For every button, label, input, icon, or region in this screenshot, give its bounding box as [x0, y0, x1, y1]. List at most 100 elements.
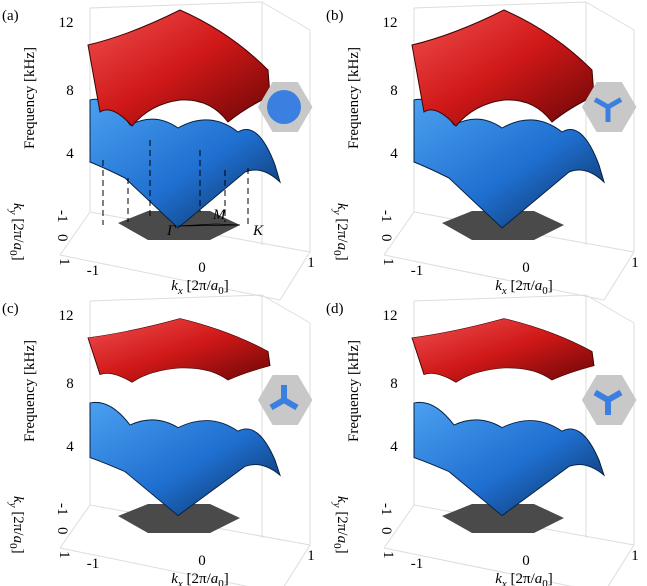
label-part: a	[334, 536, 350, 544]
label-part: ]	[334, 256, 350, 261]
label-part: a	[535, 571, 543, 586]
icon-arm	[606, 389, 623, 403]
y-tick-label: 1	[380, 551, 396, 559]
z-tick-label: 8	[66, 376, 74, 392]
y-tick-label: 0	[54, 527, 70, 535]
symmetry-point: M	[212, 207, 227, 223]
label-part: x	[501, 578, 507, 586]
label-part: [2π/	[10, 215, 26, 244]
label-part: x	[177, 578, 183, 586]
label-part: 0	[331, 543, 343, 549]
label-part: [2π/	[507, 278, 536, 294]
x-axis-label: kx [2π/a0]	[171, 278, 229, 297]
y-axis-label: ky [2π/a0]	[7, 203, 26, 261]
z-axis-label: Frequency [kHz]	[22, 47, 38, 149]
path-line	[177, 223, 241, 227]
label-part: 0	[7, 250, 19, 256]
box-line	[603, 251, 635, 301]
label-part: 0	[7, 543, 19, 549]
box-line	[413, 1, 587, 9]
box-line	[383, 254, 605, 301]
z-tick-label: 4	[66, 439, 74, 455]
label-part: y	[331, 502, 343, 508]
y-tick-label: 0	[378, 527, 394, 535]
upper-band	[87, 318, 271, 383]
x-tick-label: -1	[411, 263, 424, 279]
box-line	[585, 1, 635, 31]
box-line	[383, 211, 415, 256]
label-part: a	[535, 278, 543, 294]
z-tick-label: 12	[383, 15, 398, 31]
box-line	[283, 544, 311, 586]
x-tick-label: 0	[198, 553, 206, 569]
box-line	[413, 294, 587, 302]
label-part: k	[171, 571, 178, 586]
x-tick-label: 1	[307, 548, 315, 564]
symmetry-point: K	[252, 223, 264, 239]
label-part: 0	[218, 578, 224, 586]
label-part: y	[7, 209, 19, 215]
label-part: x	[177, 285, 183, 297]
upper-band	[87, 9, 271, 127]
label-part: ]	[548, 571, 553, 586]
x-axis-label: kx [2π/a0]	[171, 571, 229, 586]
panel-label: (a)	[2, 8, 19, 24]
label-part: k	[495, 278, 502, 294]
label-part: a	[211, 571, 219, 586]
z-tick-label: 12	[59, 15, 74, 31]
y-axis-label: ky [2π/a0]	[331, 496, 350, 554]
box-line	[89, 294, 263, 302]
z-tick-label: 4	[390, 439, 398, 455]
label-part: x	[501, 285, 507, 297]
box-line	[59, 254, 281, 301]
y-tick-label: -1	[54, 503, 70, 516]
label-part: k	[334, 496, 350, 503]
y-axis-label: ky [2π/a0]	[331, 203, 350, 261]
lower-band	[413, 401, 606, 517]
label-part: 0	[331, 250, 343, 256]
z-tick-label: 4	[66, 146, 74, 162]
box-line	[261, 294, 311, 324]
y-tick-label: 0	[54, 234, 70, 242]
label-part: ]	[334, 549, 350, 554]
x-axis-label: kx [2π/a0]	[495, 278, 553, 297]
icon-arm	[269, 397, 286, 411]
z-tick-label: 8	[66, 83, 74, 99]
y-tick-label: -1	[378, 210, 394, 223]
icon-arm	[282, 397, 299, 411]
upper-band	[411, 9, 595, 127]
box-line	[585, 294, 635, 324]
lower-band	[89, 401, 282, 517]
label-part: a	[10, 536, 26, 544]
label-part: 0	[218, 285, 224, 297]
label-part: [2π/	[183, 571, 212, 586]
icon-shape	[267, 90, 301, 124]
label-part: 0	[542, 578, 548, 586]
box-line	[279, 251, 311, 301]
label-part: a	[334, 243, 350, 251]
label-part: ]	[10, 256, 26, 261]
label-part: [2π/	[334, 508, 350, 537]
icon-arm	[593, 389, 610, 403]
x-tick-label: -1	[411, 556, 424, 572]
label-part: a	[211, 278, 219, 294]
lower-band	[413, 98, 606, 229]
y-tick-label: -1	[54, 210, 70, 223]
z-tick-label: 4	[390, 146, 398, 162]
label-part: 0	[542, 285, 548, 297]
box-line	[607, 544, 635, 586]
x-tick-label: -1	[87, 263, 100, 279]
label-part: ]	[10, 549, 26, 554]
box-line	[59, 504, 91, 549]
z-axis-label: Frequency [kHz]	[346, 47, 362, 149]
label-part: k	[10, 496, 26, 503]
y-tick-label: 1	[380, 258, 396, 266]
x-tick-label: -1	[87, 556, 100, 572]
panel-label: (b)	[326, 8, 344, 24]
label-part: [2π/	[507, 571, 536, 586]
upper-band	[411, 318, 595, 383]
